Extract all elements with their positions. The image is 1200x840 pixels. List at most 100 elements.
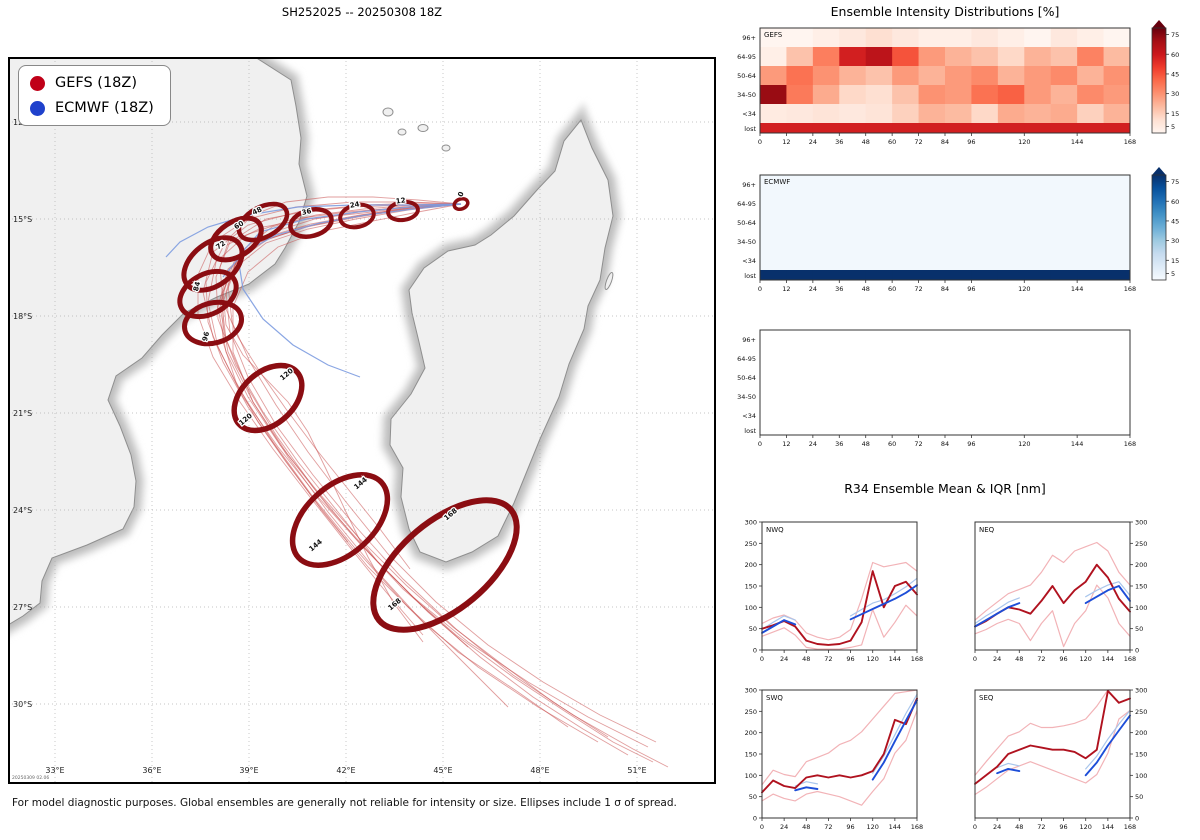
svg-text:100: 100 xyxy=(745,604,757,612)
svg-text:120: 120 xyxy=(1080,823,1092,831)
svg-text:120: 120 xyxy=(867,655,879,663)
r34_nwq-gefs-iqr-lower xyxy=(761,604,918,650)
r34_swq-ecmwf-iqr xyxy=(794,693,918,787)
svg-text:34-50: 34-50 xyxy=(737,91,756,99)
svg-text:15: 15 xyxy=(1171,110,1179,118)
svg-text:48: 48 xyxy=(802,823,810,831)
svg-text:150: 150 xyxy=(745,751,757,759)
svg-text:5: 5 xyxy=(1171,123,1175,131)
madagascar xyxy=(389,119,614,563)
svg-text:50: 50 xyxy=(749,625,757,633)
svg-text:250: 250 xyxy=(745,540,757,548)
svg-text:45: 45 xyxy=(1171,70,1179,78)
r34_seq-ecmwf-iqr xyxy=(996,709,1131,770)
svg-text:12: 12 xyxy=(782,440,790,448)
svg-text:0: 0 xyxy=(760,655,764,663)
svg-text:60: 60 xyxy=(888,138,896,146)
svg-text:300: 300 xyxy=(745,687,757,695)
svg-text:168: 168 xyxy=(911,655,923,663)
svg-text:300: 300 xyxy=(1135,687,1147,695)
svg-text:<34: <34 xyxy=(742,257,756,265)
legend-label-ecmwf: ECMWF (18Z) xyxy=(55,100,154,116)
legend-item-gefs: GEFS (18Z) xyxy=(30,75,154,91)
svg-text:34-50: 34-50 xyxy=(737,238,756,246)
svg-text:168: 168 xyxy=(1124,285,1136,293)
svg-text:60: 60 xyxy=(888,440,896,448)
svg-text:50-64: 50-64 xyxy=(737,374,756,382)
svg-text:72: 72 xyxy=(1037,655,1045,663)
svg-text:168: 168 xyxy=(911,823,923,831)
svg-text:96: 96 xyxy=(967,440,975,448)
svg-text:5: 5 xyxy=(1171,270,1175,278)
svg-text:12: 12 xyxy=(782,285,790,293)
svg-text:24: 24 xyxy=(809,440,817,448)
svg-text:48: 48 xyxy=(1015,655,1023,663)
r34_swq-gefs-iqr-lower xyxy=(761,709,918,806)
svg-text:144: 144 xyxy=(1071,285,1083,293)
svg-text:36: 36 xyxy=(301,207,312,217)
r34_seq-gefs-iqr-lower xyxy=(974,709,1131,796)
svg-text:75: 75 xyxy=(1171,178,1179,186)
r34_neq-gefs-mean xyxy=(974,563,1131,628)
svg-text:250: 250 xyxy=(1135,708,1147,716)
svg-text:50: 50 xyxy=(749,793,757,801)
forecast-sigma-ellipses xyxy=(177,196,520,633)
comoros-island xyxy=(397,128,407,136)
svg-text:24: 24 xyxy=(993,823,1001,831)
svg-text:36: 36 xyxy=(835,138,843,146)
svg-text:45: 45 xyxy=(1171,217,1179,225)
svg-text:0: 0 xyxy=(973,655,977,663)
svg-text:200: 200 xyxy=(745,729,757,737)
svg-text:15°S: 15°S xyxy=(13,215,32,224)
svg-text:250: 250 xyxy=(745,708,757,716)
map-border xyxy=(8,57,716,784)
svg-text:72: 72 xyxy=(914,440,922,448)
svg-text:30°S: 30°S xyxy=(13,700,32,709)
r34_neq-panel: NEQ 0 50 100 150 200 250 300 0 24 48 72 96 120 144 168 xyxy=(973,519,1147,664)
r34_swq-ecmwf-mean xyxy=(794,699,918,792)
svg-text:200: 200 xyxy=(745,561,757,569)
svg-text:45°E: 45°E xyxy=(433,766,452,775)
svg-text:200: 200 xyxy=(1135,561,1147,569)
svg-text:200: 200 xyxy=(1135,729,1147,737)
svg-text:0: 0 xyxy=(457,191,466,198)
svg-text:24°S: 24°S xyxy=(13,506,32,515)
comoros-island xyxy=(441,144,451,152)
sainte-marie-island xyxy=(604,271,614,291)
svg-text:100: 100 xyxy=(1135,772,1147,780)
r34_seq-ecmwf-mean xyxy=(996,714,1131,777)
r34_swq-gefs-iqr-upper xyxy=(761,689,918,786)
svg-text:42°E: 42°E xyxy=(336,766,355,775)
svg-text:150: 150 xyxy=(745,583,757,591)
svg-text:96: 96 xyxy=(846,823,854,831)
map-stamp: 20250309 02.06 xyxy=(12,775,49,781)
svg-text:27°S: 27°S xyxy=(13,603,32,612)
svg-text:12: 12 xyxy=(782,138,790,146)
r34-title: R34 Ensemble Mean & IQR [nm] xyxy=(844,481,1046,496)
svg-text:168: 168 xyxy=(1124,440,1136,448)
svg-text:0: 0 xyxy=(973,823,977,831)
svg-text:NEQ: NEQ xyxy=(979,526,995,534)
svg-text:50-64: 50-64 xyxy=(737,72,756,80)
svg-text:48: 48 xyxy=(862,440,870,448)
svg-text:144: 144 xyxy=(889,823,901,831)
map-axis-labels: 33°E36°E39°E42°E45°E48°E51°E12°S15°S18°S… xyxy=(13,118,647,775)
svg-text:168: 168 xyxy=(1124,655,1136,663)
svg-text:24: 24 xyxy=(993,655,1001,663)
svg-text:50: 50 xyxy=(1135,625,1143,633)
svg-text:lost: lost xyxy=(744,125,756,133)
svg-text:36: 36 xyxy=(835,440,843,448)
svg-text:250: 250 xyxy=(1135,540,1147,548)
svg-text:120: 120 xyxy=(867,823,879,831)
svg-text:15: 15 xyxy=(1171,257,1179,265)
svg-text:144: 144 xyxy=(889,655,901,663)
svg-text:300: 300 xyxy=(745,519,757,527)
r34_seq-panel: SEQ 0 50 100 150 200 250 300 0 24 48 72 96 120 144 168 xyxy=(973,687,1147,832)
svg-text:60: 60 xyxy=(1171,198,1179,206)
svg-text:64-95: 64-95 xyxy=(737,355,756,363)
svg-text:96+: 96+ xyxy=(742,336,756,344)
svg-text:18°S: 18°S xyxy=(13,312,32,321)
